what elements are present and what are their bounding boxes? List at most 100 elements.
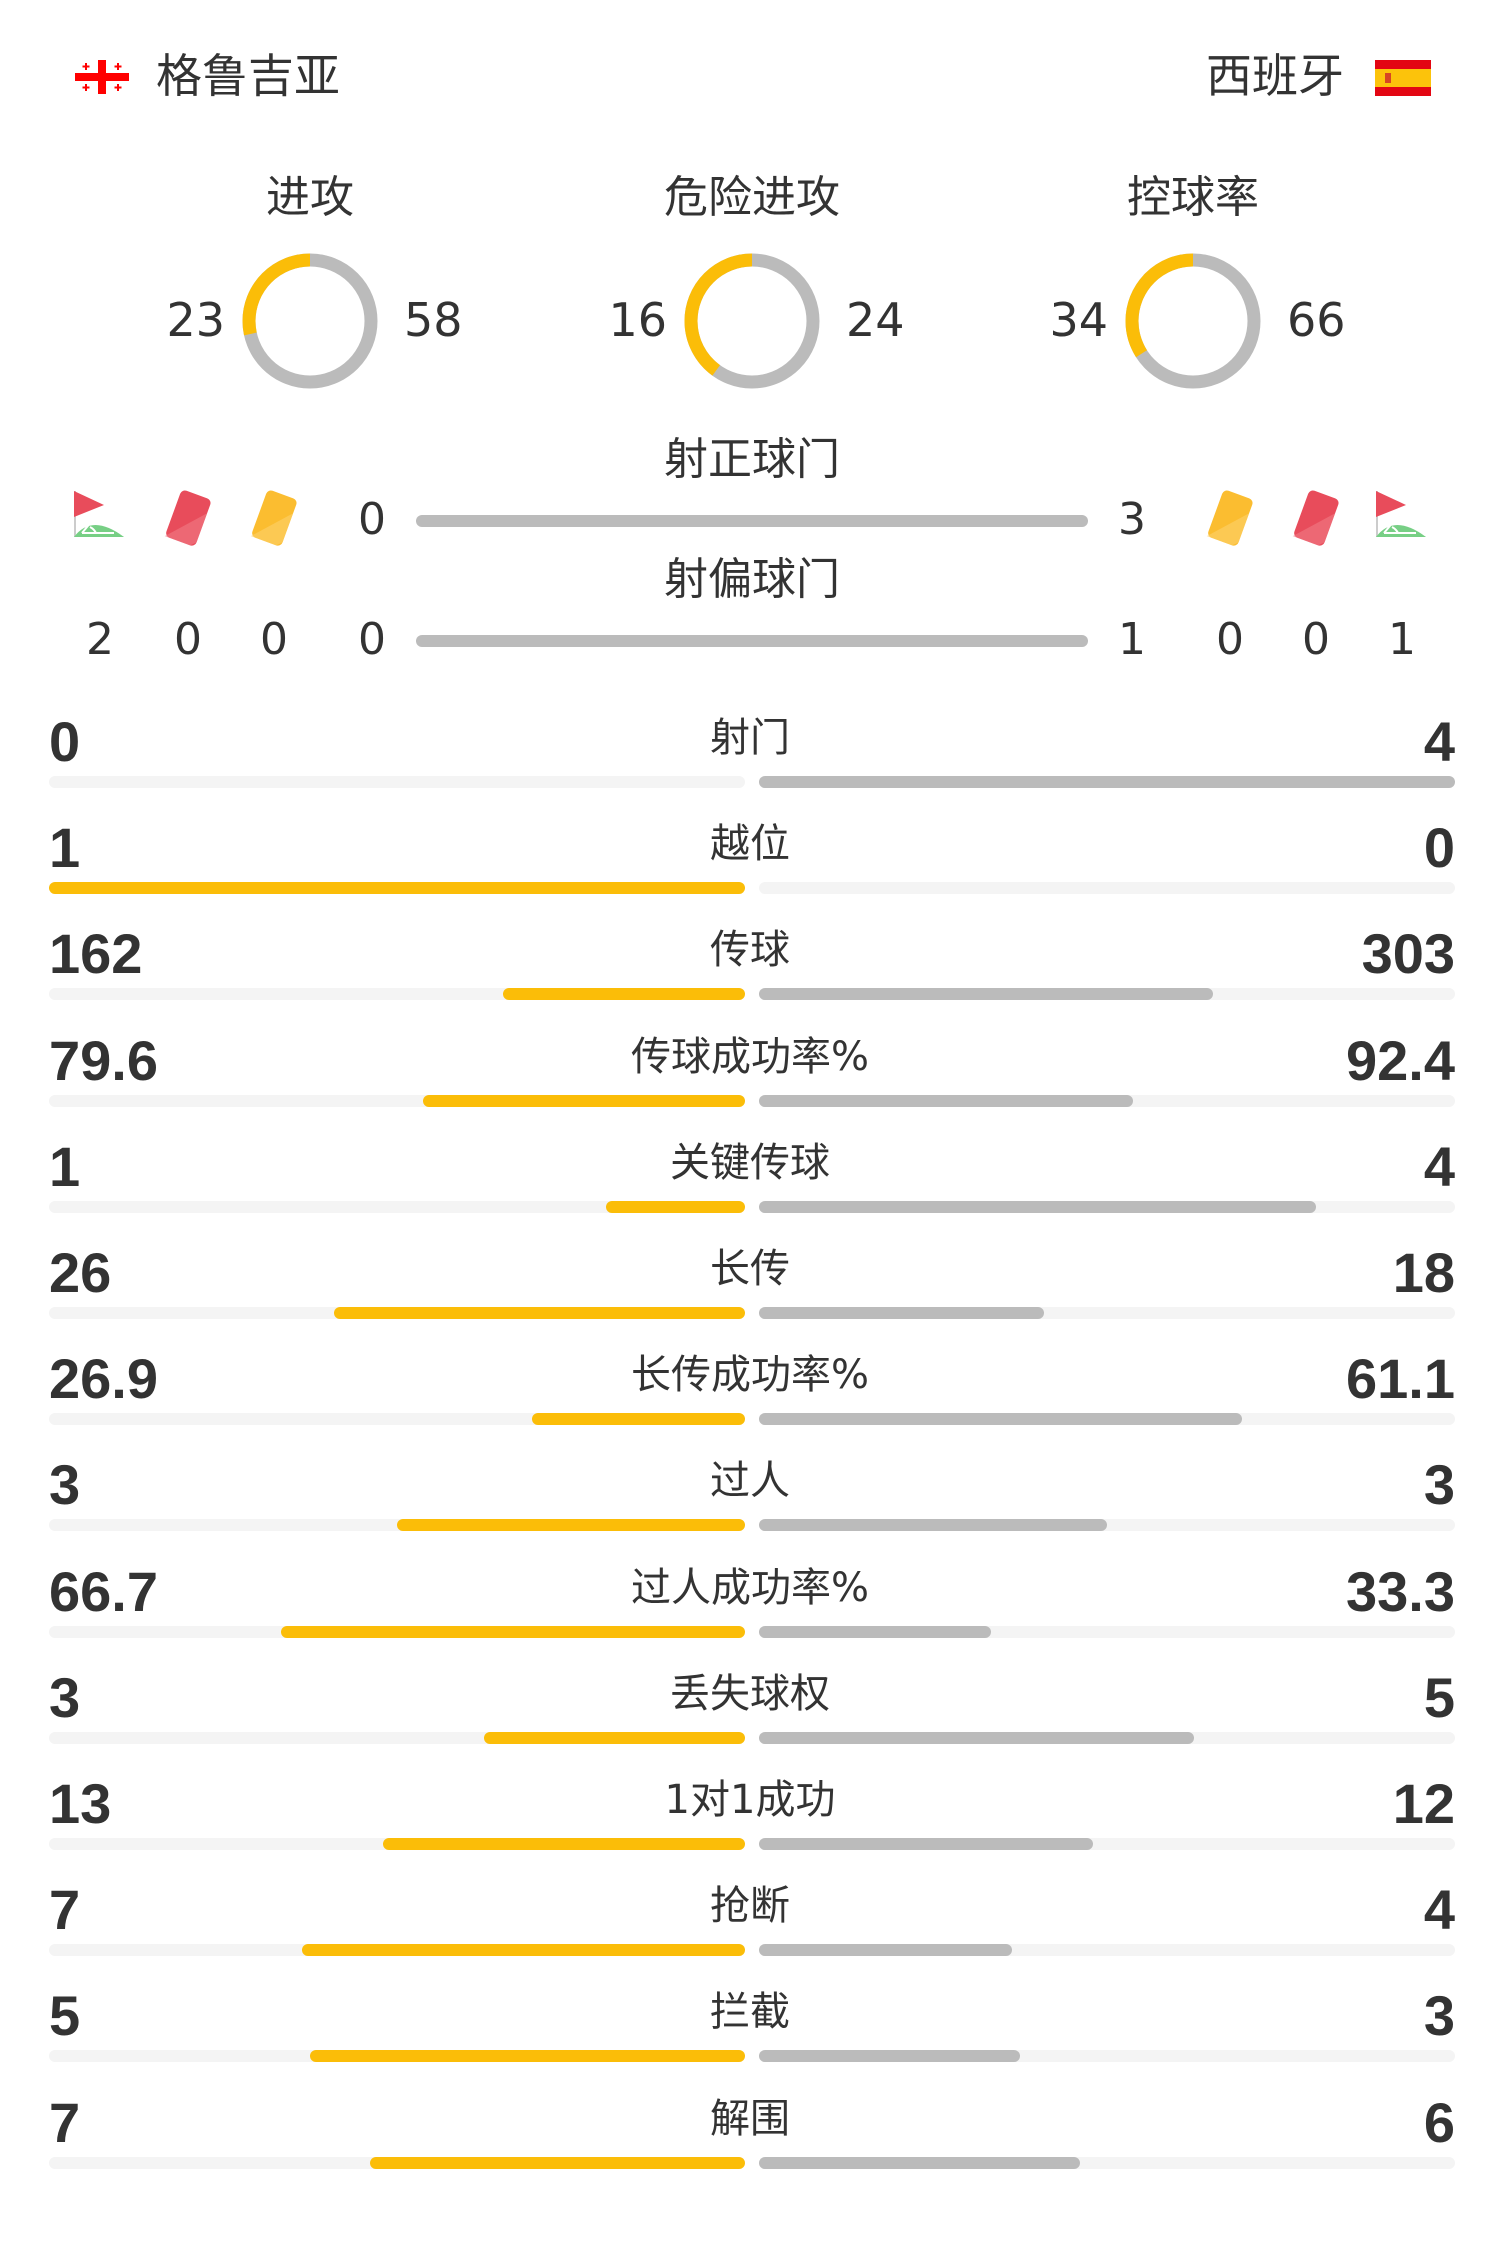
corner-flag-icon — [1374, 487, 1430, 547]
away-shots-on-target: 3 — [1118, 494, 1146, 545]
away-corners-count: 1 — [1388, 614, 1416, 665]
home-corners-count: 2 — [86, 614, 114, 665]
home-team-name: 格鲁吉亚 — [156, 49, 340, 103]
stat-away-track — [759, 776, 1455, 788]
stat-home-track — [49, 988, 745, 1001]
stat-away-track — [759, 988, 1455, 1001]
stat-home-value: 7 — [49, 2090, 81, 2154]
stat-away-bar — [759, 1200, 1316, 1213]
stat-label: 关键传球 — [670, 1139, 830, 1186]
stat-home-track — [49, 776, 745, 788]
stat-home-bar — [383, 1838, 745, 1850]
stat-home-value: 0 — [49, 710, 81, 773]
stat-label: 越位 — [710, 821, 790, 868]
stat-away-bar — [759, 1519, 1107, 1532]
donut-chart — [1125, 253, 1261, 393]
stat-away-bar — [759, 1731, 1194, 1744]
stat-away-bar — [759, 1094, 1133, 1107]
stat-home-track — [49, 1200, 745, 1213]
stat-away-value: 33.3 — [1346, 1559, 1455, 1623]
yellow-card-icon — [246, 487, 302, 547]
away-shots-off-target: 1 — [1118, 614, 1146, 665]
stat-away-bar — [759, 1625, 991, 1638]
stat-home-bar — [397, 1519, 745, 1532]
stat-home-value: 162 — [49, 922, 143, 986]
stat-away-track — [759, 1413, 1455, 1426]
stat-home-track — [49, 1094, 745, 1107]
stat-home-bar — [280, 1625, 745, 1638]
stat-label: 丢失球权 — [670, 1670, 830, 1717]
stat-home-value: 1 — [49, 1134, 81, 1198]
stat-home-bar — [484, 1731, 745, 1744]
donut-home-value: 16 — [608, 293, 667, 347]
stat-home-value: 66.7 — [49, 1559, 158, 1623]
stat-home-value: 3 — [49, 1665, 81, 1729]
stat-label: 抢断 — [710, 1883, 790, 1930]
stat-away-bar — [759, 988, 1213, 1001]
donut-home-value: 23 — [166, 293, 225, 347]
donut-away-value: 58 — [404, 293, 463, 347]
stat-home-value: 79.6 — [49, 1028, 158, 1092]
stat-away-value: 12 — [1392, 1772, 1455, 1835]
stat-away-track — [759, 2050, 1455, 2063]
away-yellow-cards-count: 0 — [1216, 614, 1244, 665]
stat-home-bar — [422, 1094, 745, 1107]
stat-home-track — [49, 2156, 745, 2169]
stat-home-track — [49, 1413, 745, 1426]
stat-away-value: 0 — [1423, 816, 1455, 880]
donut-chart — [242, 253, 378, 393]
shots-off-target-bar — [416, 635, 1088, 647]
stat-label: 长传成功率% — [630, 1352, 869, 1399]
donut-title: 控球率 — [1127, 172, 1259, 223]
stat-home-track — [49, 1944, 745, 1957]
stat-home-value: 3 — [49, 1453, 81, 1517]
donut-title: 进攻 — [266, 172, 354, 223]
stat-away-value: 4 — [1423, 1134, 1455, 1198]
stat-away-track — [759, 1625, 1455, 1638]
stat-away-value: 4 — [1423, 710, 1455, 773]
stat-home-track — [49, 1519, 745, 1532]
stat-label: 过人 — [710, 1458, 790, 1505]
stat-home-value: 7 — [49, 1878, 81, 1942]
corner-flag-icon — [72, 487, 128, 547]
stat-label: 传球成功率% — [630, 1033, 869, 1080]
stat-away-value: 3 — [1423, 1984, 1455, 2048]
stat-label: 传球 — [710, 927, 790, 974]
stat-label: 长传 — [710, 1246, 790, 1292]
stat-label: 拦截 — [710, 1989, 790, 2036]
georgia-flag-icon — [75, 60, 129, 94]
donut-away-value: 66 — [1287, 293, 1346, 347]
stat-away-value: 92.4 — [1346, 1028, 1455, 1092]
stat-away-track — [759, 1094, 1455, 1107]
stat-home-bar — [333, 1307, 745, 1319]
donut-chart — [684, 253, 820, 393]
stat-home-value: 26.9 — [49, 1347, 158, 1411]
away-red-cards-count: 0 — [1302, 614, 1330, 665]
stat-label: 1对1成功 — [664, 1777, 836, 1823]
stat-away-bar — [759, 2050, 1020, 2063]
stat-home-bar — [532, 1413, 745, 1426]
stat-away-track — [759, 1731, 1455, 1744]
stat-home-value: 26 — [49, 1241, 112, 1304]
stat-away-bar — [759, 1944, 1013, 1957]
shots-on-target-bar — [416, 515, 1088, 527]
stat-away-track — [759, 1307, 1455, 1319]
stat-away-value: 18 — [1392, 1241, 1455, 1304]
stat-home-track — [49, 882, 745, 895]
home-yellow-cards-count: 0 — [260, 614, 288, 665]
home-shots-on-target: 0 — [358, 494, 386, 545]
stat-label: 射门 — [710, 715, 790, 761]
red-card-icon — [1288, 487, 1344, 547]
donut-home-arc — [684, 253, 820, 389]
stat-label: 过人成功率% — [630, 1564, 869, 1611]
donut-home-value: 34 — [1049, 293, 1108, 347]
home-shots-off-target: 0 — [358, 614, 386, 665]
stat-away-track — [759, 1519, 1455, 1532]
shots-off-target-label: 射偏球门 — [664, 554, 840, 605]
donut-title: 危险进攻 — [664, 172, 840, 223]
stat-home-bar — [49, 882, 745, 895]
stat-home-value: 1 — [49, 816, 81, 880]
stat-away-bar — [759, 1307, 1044, 1319]
yellow-card-icon — [1202, 487, 1258, 547]
stat-away-track — [759, 1838, 1455, 1850]
